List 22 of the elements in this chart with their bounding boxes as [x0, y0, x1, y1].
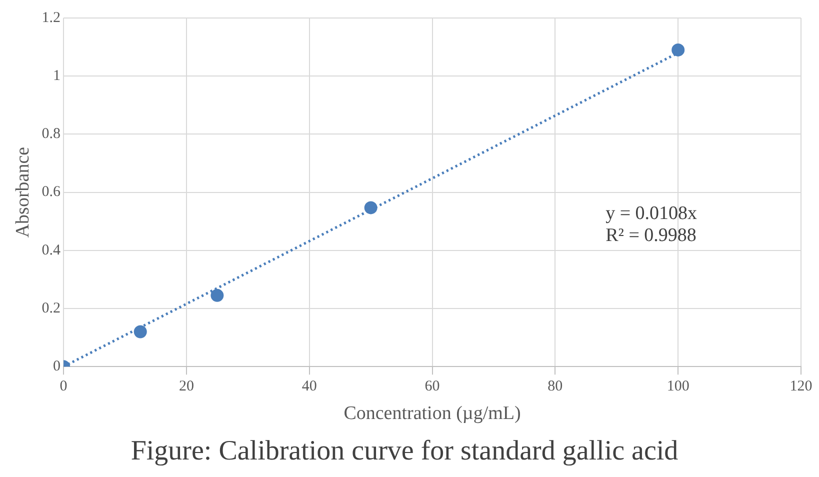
y-axis-title: Absorbance [12, 146, 34, 238]
point [672, 43, 685, 56]
x-tick-label: 100 [666, 378, 690, 395]
point [134, 325, 147, 338]
point [364, 201, 378, 214]
x-tick-label: 120 [790, 378, 812, 395]
x-axis-title: Concentration (µg/mL) [344, 402, 521, 424]
y-tick-label: 0.2 [42, 300, 61, 316]
y-tick-label: 0.6 [42, 184, 62, 200]
x-tick-label: 60 [424, 378, 440, 395]
y-tick-label: 1.2 [42, 10, 61, 26]
point [210, 288, 224, 302]
text: Figure: Calibration curve for standard gallic acid [130, 436, 678, 467]
y-tick-label: 0.4 [42, 242, 62, 258]
x-tick-label: 20 [178, 378, 194, 395]
y-tick-label: 0.8 [42, 126, 61, 142]
x-tick-label: 80 [548, 378, 563, 395]
x-tick-label: 40 [302, 378, 317, 395]
annotation: R² = 0.9988 [606, 224, 696, 246]
annotation: y = 0.0108x [606, 202, 698, 224]
y-tick-label: 0 [53, 358, 61, 375]
y-tick-label: 1 [53, 68, 61, 84]
